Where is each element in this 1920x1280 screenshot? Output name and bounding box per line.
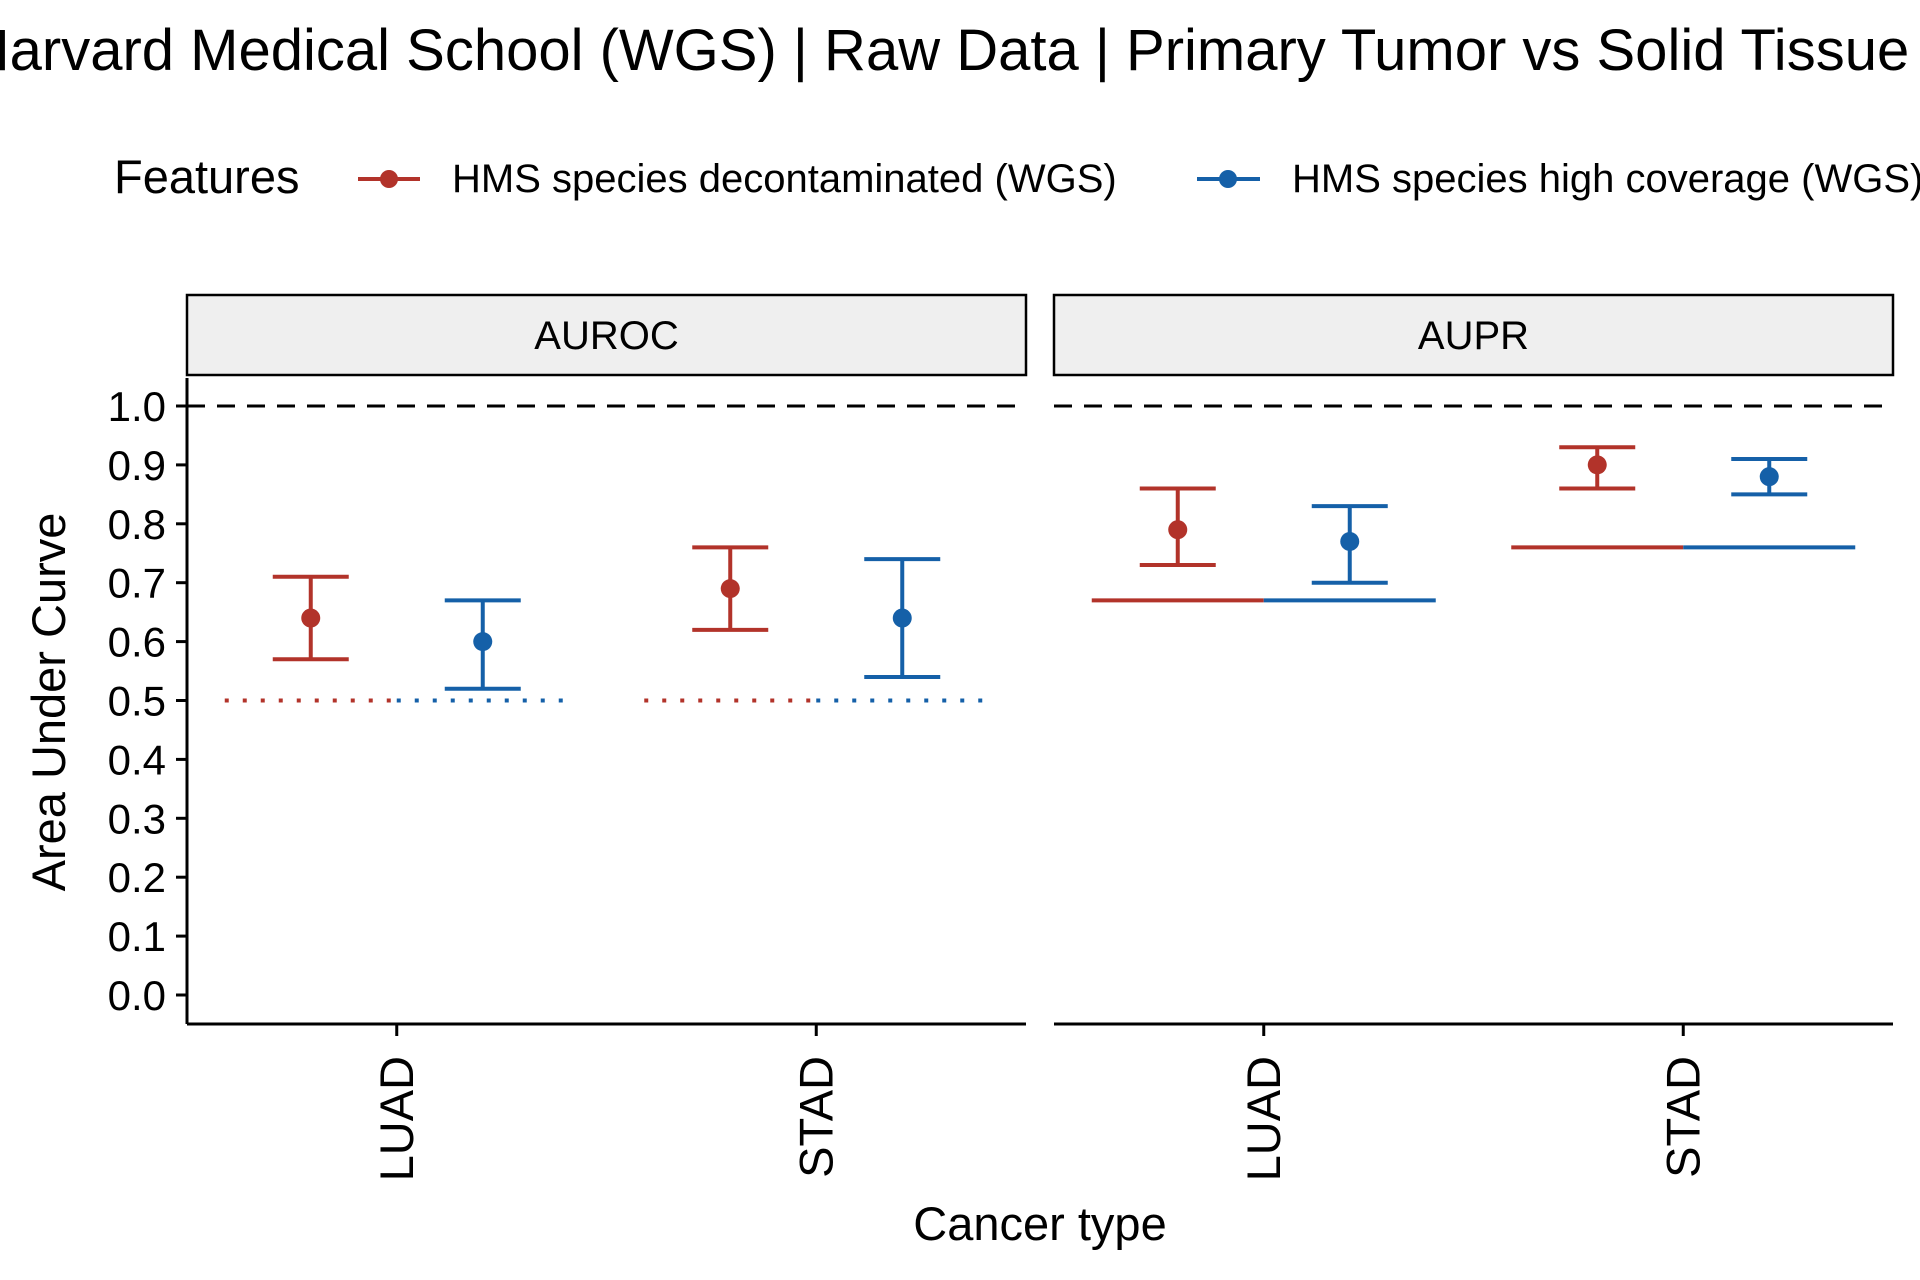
- facet-strip-label: AUROC: [534, 314, 678, 358]
- data-point: [1759, 467, 1779, 487]
- y-axis-title: Area Under Curve: [22, 513, 75, 892]
- legend: Features HMS species decontaminated (WGS…: [114, 150, 1920, 203]
- x-tick-label: STAD: [789, 1056, 842, 1178]
- chart-title: Harvard Medical School (WGS) | Raw Data …: [0, 18, 1920, 83]
- data-point: [720, 579, 740, 599]
- y-tick-label: 0.2: [108, 854, 166, 901]
- panels: AUROC LUAD STAD AUPR LUAD STAD: [185, 293, 1895, 1181]
- y-tick-label: 0.0: [108, 972, 166, 1019]
- y-tick-label: 0.3: [108, 795, 166, 842]
- legend-label-high-coverage: HMS species high coverage (WGS): [1292, 157, 1920, 201]
- data-point: [1168, 520, 1188, 540]
- data-point: [1340, 531, 1360, 551]
- x-tick-label: STAD: [1656, 1056, 1709, 1178]
- y-tick-label: 0.9: [108, 442, 166, 489]
- facet-strip: [185, 293, 1028, 377]
- facet-strip-label: AUPR: [1418, 314, 1529, 358]
- y-tick-label: 0.5: [108, 678, 166, 725]
- panel-auroc: AUROC LUAD STAD: [185, 293, 1028, 1181]
- facet-strip: [1052, 293, 1895, 377]
- y-tick-label: 0.8: [108, 501, 166, 548]
- data-point: [892, 608, 912, 628]
- data-point: [473, 632, 493, 652]
- y-tick-label: 1.0: [108, 383, 166, 430]
- legend-key-point-decontaminated: [380, 170, 398, 188]
- y-tick-label: 0.7: [108, 560, 166, 607]
- y-axis-ticks: 0.0 0.1 0.2 0.3 0.4 0.5 0.6 0.7 0.8 0.9 1.0: [108, 378, 189, 1024]
- legend-title: Features: [114, 150, 299, 203]
- y-tick-label: 0.1: [108, 913, 166, 960]
- legend-key-point-high-coverage: [1219, 170, 1237, 188]
- data-point: [1587, 455, 1607, 475]
- x-axis-title: Cancer type: [913, 1197, 1166, 1250]
- x-tick-label: LUAD: [370, 1056, 423, 1181]
- data-point: [301, 608, 321, 628]
- y-tick-label: 0.6: [108, 619, 166, 666]
- panel-aupr: AUPR LUAD STAD: [1052, 293, 1895, 1181]
- x-tick-label: LUAD: [1237, 1056, 1290, 1181]
- legend-label-decontaminated: HMS species decontaminated (WGS): [452, 157, 1117, 201]
- y-tick-label: 0.4: [108, 736, 166, 783]
